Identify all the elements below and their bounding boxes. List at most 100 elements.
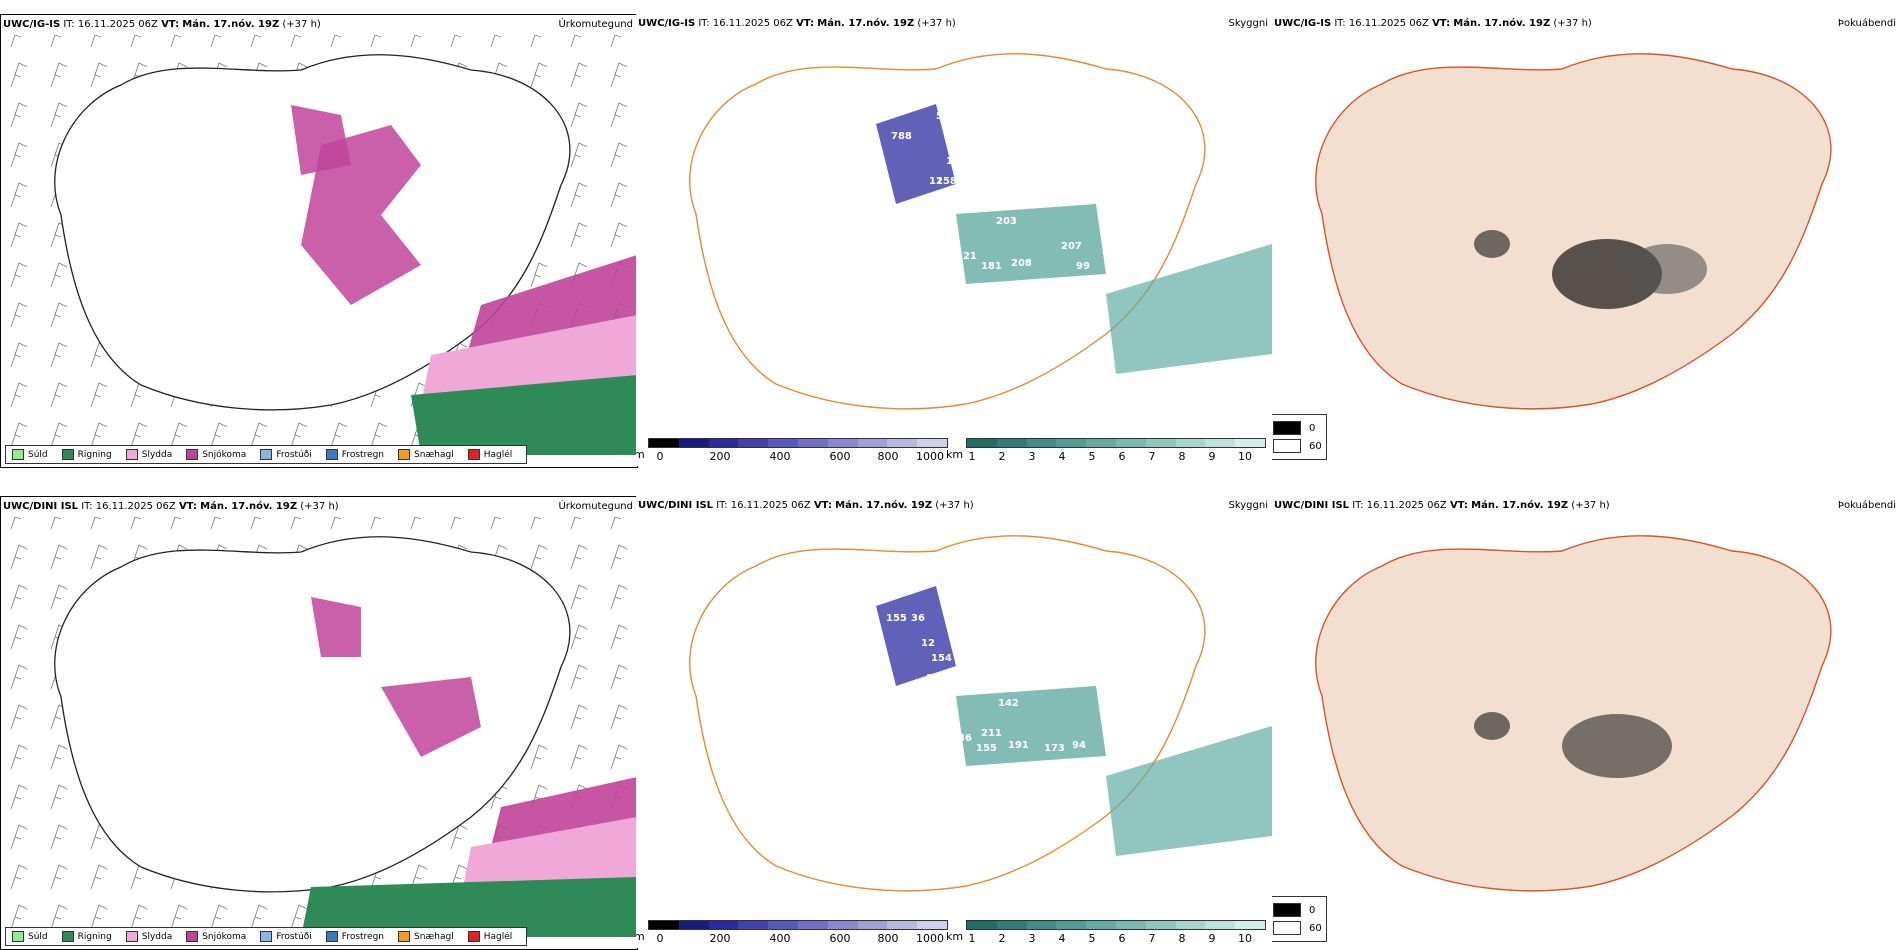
legend-item-rain: Rigning — [61, 449, 112, 460]
legend-swatch — [260, 931, 273, 942]
legend-swatch — [186, 931, 199, 942]
legend-item-freezing-rain: Frostregn — [325, 931, 384, 942]
vt-value: Mán. 17.nóv. 19Z — [835, 500, 933, 511]
legend-label: Slydda — [141, 449, 173, 460]
ceiling-tick: 400 — [769, 932, 791, 945]
visibility-tick: 4 — [1058, 932, 1066, 945]
it-value: 16.11.2025 06Z — [1366, 500, 1447, 511]
legend-label: Haglél — [483, 931, 513, 942]
precip-type-map-row1: UWC/IG-IS IT: 16.11.2025 06Z VT: Mán. 17… — [0, 14, 638, 468]
legend-swatch — [186, 449, 199, 460]
ceiling-value: 158 — [936, 176, 957, 187]
visibility-ticks: 1 2 3 4 5 6 7 8 9 10 — [966, 932, 1266, 946]
it-label: IT: — [698, 18, 710, 29]
legend-label: Rigning — [77, 449, 112, 460]
lead-time: (+37 h) — [1571, 500, 1610, 511]
legend-swatch — [125, 449, 138, 460]
vt-value: Mán. 17.nóv. 19Z — [1471, 500, 1569, 511]
ceiling-ticks: 0 200 400 600 800 1000 — [648, 932, 948, 946]
lead-time: (+37 h) — [917, 18, 956, 29]
ceiling-tick: 1000 — [916, 932, 944, 945]
visibility-tick: 3 — [1028, 932, 1036, 945]
legend-item-sleet: Slydda — [125, 931, 172, 942]
fog-dense-area — [1562, 714, 1672, 778]
ceiling-value: 10 — [926, 673, 940, 684]
ceiling-value: 94 — [1072, 740, 1086, 751]
ceiling-value: 545 — [936, 111, 957, 122]
legend-swatch — [398, 931, 411, 942]
legend-item-drizzle: Súld — [12, 931, 48, 942]
fog-area — [1474, 230, 1510, 258]
fog-indicator-map-row1: UWC/IG-IS IT: 16.11.2025 06Z VT: Mán. 17… — [1272, 14, 1900, 466]
legend-item-snow: Snjókoma — [186, 449, 246, 460]
legend-swatch — [61, 449, 74, 460]
visibility-tick: 3 — [1028, 450, 1036, 463]
panel-header: UWC/IG-IS IT: 16.11.2025 06Z VT: Mán. 17… — [1274, 18, 1896, 32]
ceiling-value: 211 — [981, 728, 1002, 739]
precip-legend: Súld Rigning Slydda Snjókoma Frostúði Fr… — [5, 445, 528, 464]
legend-label: Frostúði — [276, 931, 312, 942]
sleet-area — [461, 817, 637, 897]
visibility-swatches — [966, 438, 1266, 448]
legend-label: Snjókoma — [202, 449, 247, 460]
ceiling-tick: 0 — [656, 932, 664, 945]
ceiling-value: 191 — [1008, 740, 1029, 751]
visibility-ceiling-map-row1: UWC/IG-IS IT: 16.11.2025 06Z VT: Mán. 17… — [636, 14, 1272, 466]
legend-label: Súld — [28, 931, 48, 942]
panel-title: Skyggni — [1228, 18, 1268, 29]
fog-legend: 0 60 — [1272, 896, 1327, 942]
fog-area — [1627, 244, 1707, 294]
ceiling-value: 16 — [954, 154, 968, 165]
ceiling-tick: 800 — [877, 932, 899, 945]
fog-legend-label: 0 — [1309, 904, 1316, 916]
visibility-tick: 8 — [1178, 932, 1186, 945]
ceiling-value: 36 — [911, 613, 925, 624]
fog-indicator-map-row2: UWC/DINI ISL IT: 16.11.2025 06Z VT: Mán.… — [1272, 496, 1900, 948]
visibility-unit: km — [946, 930, 964, 943]
legend-item-freezing-drizzle: Frostúði — [260, 931, 312, 942]
visibility-tick: 5 — [1088, 932, 1096, 945]
panel-title: Þokuábendi — [1837, 18, 1896, 29]
it-label: IT: — [63, 19, 75, 30]
model-name: UWC/IG-IS — [638, 18, 696, 29]
ceiling-value-labels: 788 545 158 56 587 81 121 181 208 203 20… — [891, 111, 1152, 307]
panel-title: Skyggni — [1228, 500, 1268, 511]
vt-value: Mán. 17.nóv. 19Z — [1453, 18, 1551, 29]
vt-label: VT: — [1449, 500, 1468, 511]
ceiling-swatches — [648, 438, 948, 448]
ceiling-tick: 0 — [656, 450, 664, 463]
low-visibility-area — [1106, 244, 1272, 374]
legend-item-sleet: Slydda — [125, 449, 173, 460]
legend-item-snow-pellets: Snæhagl — [398, 931, 454, 942]
visibility-tick: 9 — [1208, 932, 1216, 945]
vt-value: Mán. 17.nóv. 19Z — [182, 19, 280, 30]
legend-label: Súld — [28, 449, 48, 460]
ceiling-value: 207 — [1061, 241, 1082, 252]
ceiling-value-labels: 155 36 154 59 84 136 211 155 191 173 94 … — [886, 613, 1086, 879]
fog-map-canvas — [1315, 53, 1832, 410]
it-value: 16.11.2025 06Z — [730, 500, 811, 511]
visibility-tick: 2 — [998, 932, 1006, 945]
snow-area — [301, 125, 421, 305]
ceiling-value: 25 — [906, 868, 920, 879]
fog-area — [1474, 712, 1510, 740]
visibility-tick: 9 — [1208, 450, 1216, 463]
legend-swatch — [61, 931, 74, 942]
vt-label: VT: — [1432, 18, 1451, 29]
ceiling-value: 12 — [929, 176, 943, 187]
lead-time: (+37 h) — [1553, 18, 1592, 29]
ceiling-value: 121 — [956, 251, 977, 262]
ceiling-value: 344 — [1131, 161, 1152, 172]
panel-header: UWC/DINI ISL IT: 16.11.2025 06Z VT: Mán.… — [638, 500, 1268, 514]
vt-label: VT: — [796, 18, 815, 29]
iceland-outline — [54, 536, 571, 893]
legend-swatch — [325, 449, 338, 460]
panel-header: UWC/DINI ISL IT: 16.11.2025 06Z VT: Mán.… — [1274, 500, 1896, 514]
legend-item-freezing-rain: Frostregn — [325, 449, 384, 460]
legend-swatch — [398, 449, 411, 460]
legend-swatch — [260, 449, 273, 460]
ceiling-value: 59 — [954, 653, 968, 664]
ceiling-tick: 1000 — [916, 450, 944, 463]
ceiling-value: 587 — [941, 191, 962, 202]
ceiling-value: 181 — [981, 261, 1002, 272]
